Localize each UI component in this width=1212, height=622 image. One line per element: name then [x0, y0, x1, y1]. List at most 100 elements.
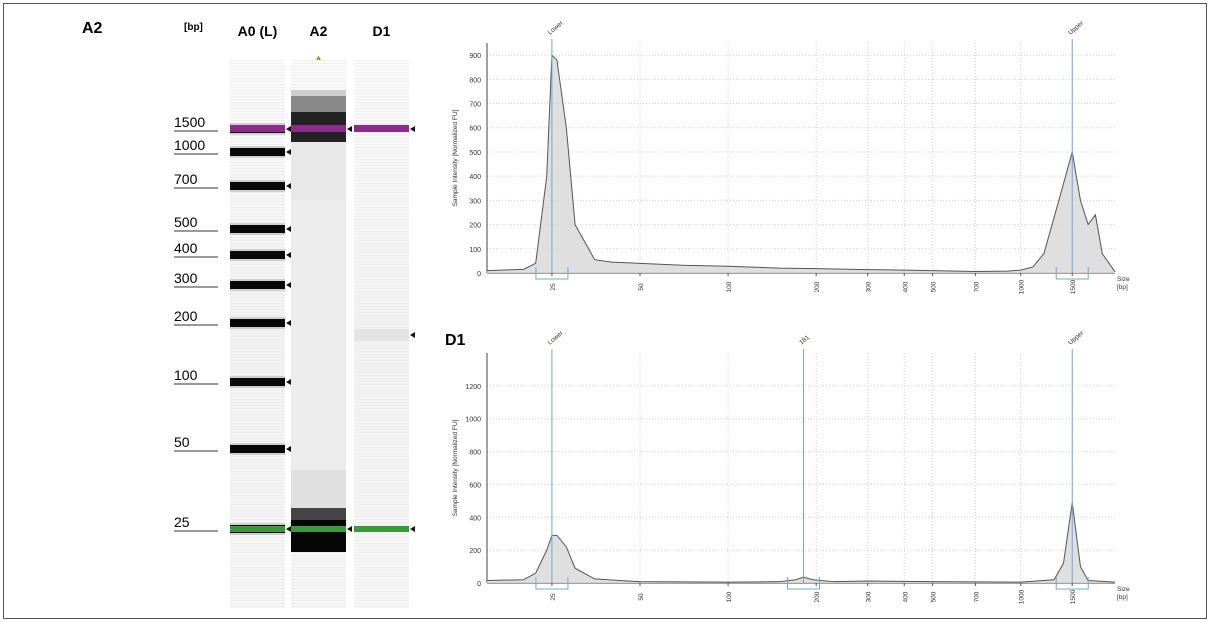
- peak-bracket: [786, 577, 820, 590]
- lane-stripe: [354, 303, 409, 304]
- peak-label: Lower: [547, 19, 566, 36]
- lane-stripe: [354, 444, 409, 445]
- lane-stripe: [230, 408, 285, 409]
- lane-stripe: [291, 63, 346, 64]
- upper-marker-band: [291, 125, 346, 132]
- lane-stripe: [230, 141, 285, 142]
- lane-stripe: [230, 222, 285, 223]
- lane-stripe: [354, 63, 409, 64]
- lane-stripe: [354, 390, 409, 391]
- lane-stripe: [354, 141, 409, 142]
- lane-stripe: [354, 453, 409, 454]
- lane-stripe: [354, 417, 409, 418]
- ladder-band: [230, 319, 285, 327]
- lane-stripe: [230, 60, 285, 61]
- lane-stripe: [354, 108, 409, 109]
- lane-stripe: [230, 540, 285, 541]
- lane-stripe: [230, 546, 285, 547]
- lane-stripe: [230, 567, 285, 568]
- x-axis-label: Size: [1117, 276, 1130, 283]
- x-tick-label: 400: [902, 591, 909, 602]
- lane-stripe: [354, 504, 409, 505]
- lane-stripe: [230, 120, 285, 121]
- lane-stripe: [354, 216, 409, 217]
- lane-stripe: [354, 447, 409, 448]
- lane-stripe: [291, 81, 346, 82]
- y-tick-label: 700: [469, 102, 481, 109]
- lane-stripe: [230, 246, 285, 247]
- lane-stripe: [354, 246, 409, 247]
- lane-stripe: [354, 480, 409, 481]
- lane-stripe: [230, 390, 285, 391]
- lane-stripe: [354, 438, 409, 439]
- band-pointer-icon: [286, 526, 291, 532]
- peak-label: Upper: [1067, 329, 1086, 346]
- lane-stripe: [354, 354, 409, 355]
- lane-stripe: [354, 381, 409, 382]
- x-axis-unit: [bp]: [1117, 594, 1128, 601]
- y-axis-label: Sample Intensity [Normalized FU]: [452, 109, 459, 206]
- lane-stripe: [354, 252, 409, 253]
- lane-stripe: [230, 300, 285, 301]
- peak-label: Upper: [1067, 19, 1086, 36]
- lane-stripe: [230, 195, 285, 196]
- x-tick-label: 300: [866, 281, 873, 292]
- lane-stripe: [354, 222, 409, 223]
- band-pointer-icon: [410, 332, 415, 338]
- y-tick-label: 1000: [465, 417, 481, 424]
- lane-stripe: [230, 363, 285, 364]
- y-tick-label: 900: [469, 53, 481, 60]
- lane-stripe: [230, 537, 285, 538]
- lane-stripe: [230, 471, 285, 472]
- lane-stripe: [354, 465, 409, 466]
- panel-label-a2: A2: [82, 20, 103, 37]
- lane-stripe: [354, 249, 409, 250]
- lane-stripe: [354, 363, 409, 364]
- lane-stripe: [230, 63, 285, 64]
- lane-stripe: [354, 606, 409, 607]
- lane-stripe: [354, 300, 409, 301]
- lane-stripe: [354, 585, 409, 586]
- band-pointer-icon: [286, 126, 291, 132]
- lane-stripe: [230, 603, 285, 604]
- lane-stripe: [230, 489, 285, 490]
- lane-stripe: [354, 240, 409, 241]
- lane-stripe: [354, 234, 409, 235]
- y-tick-label: 600: [469, 482, 481, 489]
- x-tick-label: 400: [902, 281, 909, 292]
- figure-frame: [3, 3, 1207, 619]
- lane-stripe: [291, 570, 346, 571]
- lane-stripe: [354, 96, 409, 97]
- lane-stripe: [230, 480, 285, 481]
- lane-stripe: [230, 495, 285, 496]
- lane-stripe: [354, 132, 409, 133]
- lane-stripe: [230, 165, 285, 166]
- trace-line: [486, 53, 1116, 273]
- lane-stripe: [354, 369, 409, 370]
- peak-bracket: [535, 267, 569, 280]
- lane-stripe: [230, 426, 285, 427]
- lane-stripe: [354, 312, 409, 313]
- lane-stripe: [354, 102, 409, 103]
- lower-marker-band: [230, 526, 285, 532]
- lane-stripe: [354, 411, 409, 412]
- lane-stripe: [354, 60, 409, 61]
- lane-stripe: [354, 93, 409, 94]
- lane-stripe: [354, 408, 409, 409]
- lane-stripe: [230, 270, 285, 271]
- lane-stripe: [230, 441, 285, 442]
- lane-stripe: [354, 135, 409, 136]
- band-pointer-icon: [286, 226, 291, 232]
- lane-stripe: [354, 498, 409, 499]
- lane-stripe: [230, 456, 285, 457]
- lane-stripe: [230, 309, 285, 310]
- lane-stripe: [354, 90, 409, 91]
- lane-stripe: [354, 561, 409, 562]
- lane-stripe: [230, 414, 285, 415]
- lane-stripe: [354, 600, 409, 601]
- y-tick-label: 0: [477, 271, 481, 278]
- electropherogram-a2: 0 100 200 300 400 500 600 700 800 900 25 50 100 200 30…: [452, 19, 1130, 294]
- lane-stripe: [354, 429, 409, 430]
- lane-stripe: [230, 549, 285, 550]
- lane-stripe: [230, 555, 285, 556]
